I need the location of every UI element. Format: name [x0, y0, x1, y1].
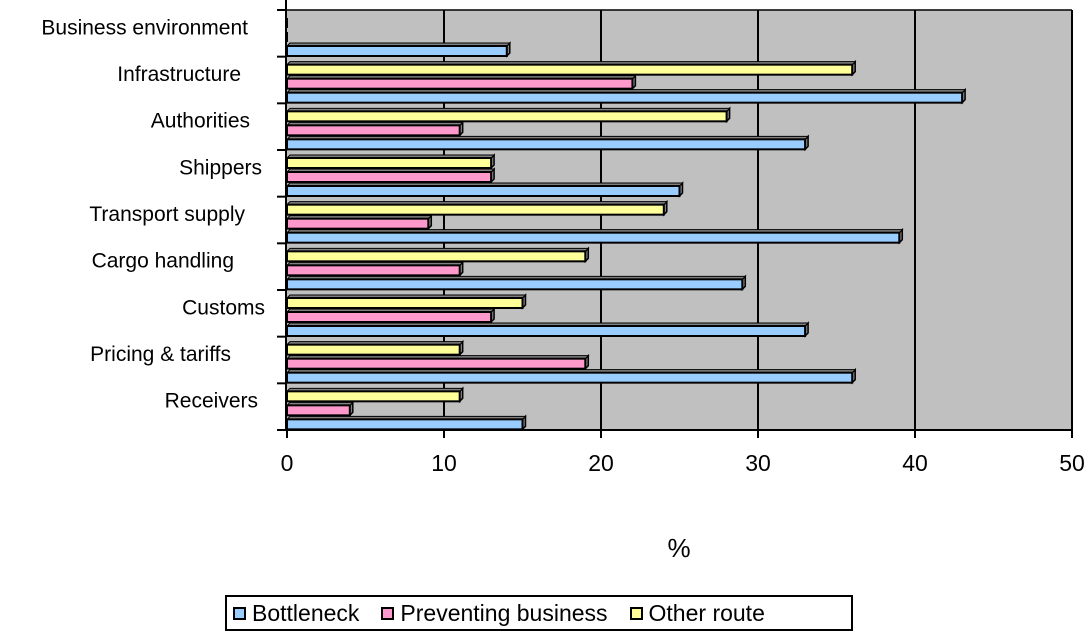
axes — [277, 0, 1073, 438]
bar-other-route-authorities — [286, 110, 728, 123]
bar-other-route-infrastructure — [286, 63, 854, 76]
bar-preventing-business-cargo-handling — [286, 264, 461, 277]
bar-preventing-business-shippers — [286, 171, 493, 183]
bar-preventing-business-transport-supply — [286, 217, 430, 230]
x-tick-labels: 0 10 20 30 40 50 — [281, 450, 1085, 476]
bar-chart: Business environment Infrastructure Author… — [41, 0, 1085, 563]
bar-preventing-business-receivers — [286, 404, 351, 417]
x-axis-title: % — [667, 533, 690, 563]
x-tick-label-40: 40 — [902, 450, 928, 476]
bar-preventing-business-authorities — [286, 124, 461, 137]
bar-bottleneck-infrastructure — [286, 91, 964, 104]
bar-bottleneck-business-environment — [286, 45, 508, 57]
category-label-infrastructure: Infrastructure — [117, 63, 241, 86]
category-label-customs: Customs — [182, 296, 265, 319]
x-tick-label-20: 20 — [588, 450, 614, 476]
legend-item-other-route: Other route — [629, 599, 765, 627]
bar-bottleneck-authorities — [286, 138, 807, 151]
bar-other-route-transport-supply — [286, 203, 665, 216]
legend-swatch-bottleneck — [233, 606, 246, 620]
category-label-business-environment: Business environment — [41, 16, 248, 39]
legend-swatch-preventing-business — [381, 606, 395, 620]
category-labels: Business environment Infrastructure Author… — [41, 16, 265, 412]
x-tick-label-30: 30 — [745, 450, 771, 476]
bar-other-route-shippers — [286, 157, 493, 169]
legend-label-bottleneck: Bottleneck — [252, 599, 360, 626]
bar-bottleneck-customs — [286, 325, 807, 337]
legend-item-bottleneck: Bottleneck — [233, 600, 359, 627]
legend: Bottleneck Preventing business Other rou… — [225, 595, 853, 631]
bar-bottleneck-receivers — [286, 418, 524, 431]
legend-label-preventing-business: Preventing business — [400, 599, 608, 626]
legend-item-preventing-business: Preventing business — [381, 599, 608, 627]
legend-swatch-other-route — [629, 606, 643, 620]
bar-bottleneck-cargo-handling — [286, 278, 744, 291]
category-label-cargo-handling: Cargo handling — [92, 250, 234, 273]
category-label-transport-supply: Transport supply — [89, 203, 245, 226]
bar-preventing-business-pricing-and-tariffs — [286, 357, 587, 370]
legend-label-other-route: Other route — [648, 599, 765, 626]
category-label-pricing-and-tariffs: Pricing & tariffs — [90, 343, 231, 366]
bar-bottleneck-transport-supply — [286, 231, 901, 244]
x-tick-label-50: 50 — [1059, 450, 1085, 476]
bar-other-route-receivers — [286, 390, 461, 403]
bar-preventing-business-customs — [286, 311, 493, 323]
bar-other-route-cargo-handling — [286, 250, 587, 263]
bar-bottleneck-shippers — [286, 185, 681, 197]
category-label-receivers: Receivers — [165, 390, 258, 413]
bar-other-route-pricing-and-tariffs — [286, 343, 461, 356]
category-label-shippers: Shippers — [179, 156, 262, 179]
x-tick-label-10: 10 — [431, 450, 457, 476]
bar-other-route-customs — [286, 297, 524, 309]
bar-preventing-business-infrastructure — [286, 77, 634, 90]
x-tick-label-0: 0 — [281, 450, 294, 476]
category-label-authorities: Authorities — [151, 110, 250, 133]
bar-bottleneck-pricing-and-tariffs — [286, 371, 854, 384]
